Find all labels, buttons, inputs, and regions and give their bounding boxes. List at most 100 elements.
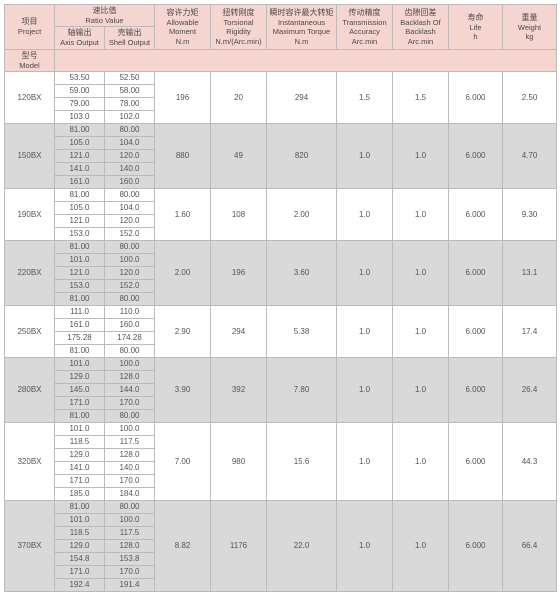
weight-cell: 4.70 — [503, 124, 557, 189]
shell-cell: 117.5 — [105, 527, 155, 540]
hdr-rigid: 扭转刚度 Torsional Rigidity N.m/(Arc.min) — [211, 5, 267, 50]
shell-cell: 120.0 — [105, 150, 155, 163]
maxT-cell: 7.80 — [267, 358, 337, 423]
shell-cell: 152.0 — [105, 280, 155, 293]
axis-cell: 171.0 — [55, 397, 105, 410]
axis-cell: 171.0 — [55, 475, 105, 488]
hdr-blank — [55, 49, 557, 71]
axis-cell: 129.0 — [55, 449, 105, 462]
axis-cell: 81.00 — [55, 501, 105, 514]
table-row: 190BX81.0080.001.601082.001.01.06.0009.3… — [5, 189, 557, 202]
maxT-cell: 5.38 — [267, 306, 337, 358]
axis-cell: 185.0 — [55, 488, 105, 501]
model-cell: 220BX — [5, 241, 55, 306]
life-cell: 6.000 — [449, 189, 503, 241]
shell-cell: 100.0 — [105, 423, 155, 436]
maxT-cell: 3.60 — [267, 241, 337, 306]
shell-cell: 160.0 — [105, 176, 155, 189]
life-cell: 6.000 — [449, 306, 503, 358]
axis-cell: 101.0 — [55, 514, 105, 527]
shell-cell: 120.0 — [105, 215, 155, 228]
shell-cell: 80.00 — [105, 124, 155, 137]
axis-cell: 175.28 — [55, 332, 105, 345]
axis-cell: 81.00 — [55, 124, 105, 137]
shell-cell: 128.0 — [105, 371, 155, 384]
life-cell: 6.000 — [449, 241, 503, 306]
back-cell: 1.0 — [393, 501, 449, 592]
axis-cell: 118.5 — [55, 527, 105, 540]
maxT-cell: 2.00 — [267, 189, 337, 241]
weight-cell: 44.3 — [503, 423, 557, 501]
hdr-moment: 容许力矩 Allowable Moment N.m — [155, 5, 211, 50]
axis-cell: 161.0 — [55, 176, 105, 189]
axis-cell: 105.0 — [55, 137, 105, 150]
axis-cell: 121.0 — [55, 150, 105, 163]
shell-cell: 170.0 — [105, 566, 155, 579]
shell-cell: 100.0 — [105, 254, 155, 267]
hdr-back: 齿隙回差 Backlash Of Backlash Arc.min — [393, 5, 449, 50]
moment-cell: 880 — [155, 124, 211, 189]
shell-cell: 140.0 — [105, 163, 155, 176]
hdr-ratio: 速比值 Ratio Value — [55, 5, 155, 27]
axis-cell: 121.0 — [55, 215, 105, 228]
trans-cell: 1.0 — [337, 241, 393, 306]
back-cell: 1.5 — [393, 72, 449, 124]
shell-cell: 120.0 — [105, 267, 155, 280]
rigid-cell: 108 — [211, 189, 267, 241]
axis-cell: 101.0 — [55, 254, 105, 267]
back-cell: 1.0 — [393, 189, 449, 241]
back-cell: 1.0 — [393, 241, 449, 306]
life-cell: 6.000 — [449, 501, 503, 592]
axis-cell: 81.00 — [55, 293, 105, 306]
table-row: 150BX81.0080.00880498201.01.06.0004.70 — [5, 124, 557, 137]
trans-cell: 1.0 — [337, 189, 393, 241]
axis-cell: 121.0 — [55, 267, 105, 280]
back-cell: 1.0 — [393, 358, 449, 423]
axis-cell: 53.50 — [55, 72, 105, 85]
shell-cell: 144.0 — [105, 384, 155, 397]
axis-cell: 141.0 — [55, 163, 105, 176]
shell-cell: 58.00 — [105, 85, 155, 98]
hdr-shell: 壳输出 Shell Output — [105, 27, 155, 49]
model-cell: 250BX — [5, 306, 55, 358]
rigid-cell: 980 — [211, 423, 267, 501]
rigid-cell: 49 — [211, 124, 267, 189]
table-body: 120BX53.5052.50196202941.51.56.0002.5059… — [5, 72, 557, 592]
axis-cell: 101.0 — [55, 423, 105, 436]
weight-cell: 9.30 — [503, 189, 557, 241]
shell-cell: 152.0 — [105, 228, 155, 241]
shell-cell: 104.0 — [105, 137, 155, 150]
life-cell: 6.000 — [449, 124, 503, 189]
hdr-trans: 传动精度 Transmission Accuracy Arc.min — [337, 5, 393, 50]
axis-cell: 192.4 — [55, 579, 105, 592]
shell-cell: 153.8 — [105, 553, 155, 566]
table-header: 项目 Project 速比值 Ratio Value 容许力矩 Allowabl… — [5, 5, 557, 72]
trans-cell: 1.0 — [337, 358, 393, 423]
weight-cell: 2.50 — [503, 72, 557, 124]
back-cell: 1.0 — [393, 423, 449, 501]
model-cell: 120BX — [5, 72, 55, 124]
shell-cell: 80.00 — [105, 293, 155, 306]
rigid-cell: 1176 — [211, 501, 267, 592]
axis-cell: 153.0 — [55, 228, 105, 241]
axis-cell: 141.0 — [55, 462, 105, 475]
table-row: 250BX111.0110.02.902945.381.01.06.00017.… — [5, 306, 557, 319]
hdr-life: 寿命 Life h — [449, 5, 503, 50]
shell-cell: 78.00 — [105, 98, 155, 111]
axis-cell: 103.0 — [55, 111, 105, 124]
shell-cell: 100.0 — [105, 358, 155, 371]
life-cell: 6.000 — [449, 423, 503, 501]
shell-cell: 170.0 — [105, 475, 155, 488]
back-cell: 1.0 — [393, 124, 449, 189]
axis-cell: 111.0 — [55, 306, 105, 319]
axis-cell: 118.5 — [55, 436, 105, 449]
trans-cell: 1.0 — [337, 306, 393, 358]
weight-cell: 66.4 — [503, 501, 557, 592]
moment-cell: 3.90 — [155, 358, 211, 423]
axis-cell: 105.0 — [55, 202, 105, 215]
life-cell: 6.000 — [449, 72, 503, 124]
shell-cell: 80.00 — [105, 345, 155, 358]
back-cell: 1.0 — [393, 306, 449, 358]
model-cell: 280BX — [5, 358, 55, 423]
shell-cell: 80.00 — [105, 241, 155, 254]
